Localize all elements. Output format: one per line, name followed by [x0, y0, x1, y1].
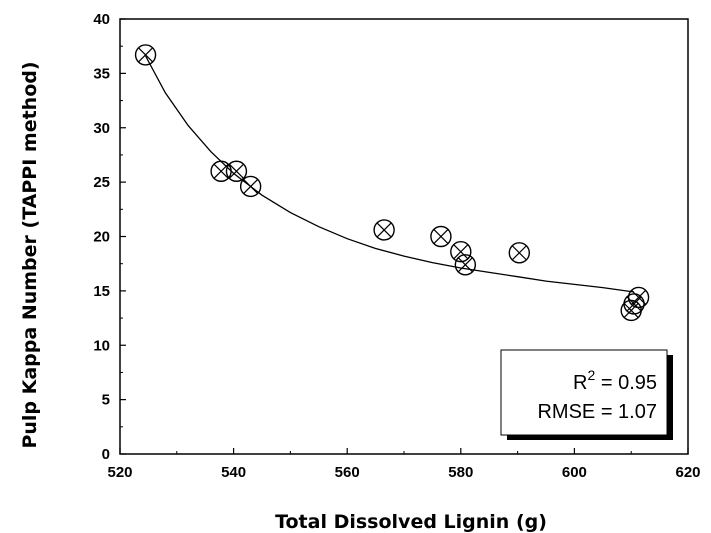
data-point-cross-b	[376, 222, 392, 238]
x-tick-label: 520	[107, 464, 132, 481]
legend-r2-superscript: 2	[587, 367, 595, 383]
fit-curve-group	[145, 55, 635, 293]
legend-r2-value: = 0.95	[595, 372, 657, 394]
data-point	[623, 293, 645, 315]
legend-rmse-text: RMSE = 1.07	[537, 401, 657, 423]
data-point-circle	[508, 242, 531, 264]
data-point	[373, 219, 395, 241]
data-point-cross-b	[138, 47, 154, 63]
data-point-circle	[373, 219, 395, 241]
data-point	[134, 44, 157, 66]
data-point	[430, 225, 452, 248]
data-point	[454, 254, 477, 276]
x-tick-label: 600	[562, 464, 587, 481]
data-point-circle	[210, 160, 232, 182]
y-tick-label: 0	[102, 446, 110, 463]
x-tick-label: 540	[221, 464, 246, 481]
data-point-circle	[225, 160, 248, 182]
data-point	[627, 286, 650, 309]
x-axis-title: Total Dissolved Lignin (g)	[275, 511, 547, 533]
data-point-cross-b	[228, 163, 244, 179]
y-axis-title: Pulp Kappa Number (TAPPI method)	[19, 61, 41, 448]
data-point-cross-b	[433, 229, 449, 244]
y-tick-label: 10	[93, 337, 110, 354]
legend-box: R2 = 0.95 RMSE = 1.07	[500, 349, 673, 440]
data-point-circle	[239, 175, 262, 198]
legend-frame	[500, 349, 668, 436]
data-point	[210, 160, 232, 182]
y-tick-label: 40	[93, 11, 110, 28]
x-tick-label: 620	[675, 464, 700, 481]
data-point-cross-b	[511, 245, 527, 261]
y-tick-label: 25	[93, 174, 110, 191]
data-point-cross-b	[626, 296, 642, 312]
data-points	[134, 44, 650, 322]
y-tick-label: 30	[93, 120, 110, 137]
y-tick-label: 20	[93, 229, 110, 246]
y-axis-ticks: 0 5 10 15 20 25 30 35 40	[93, 11, 126, 463]
data-point-cross-b	[243, 178, 259, 194]
data-point-circle	[430, 225, 452, 248]
data-point-cross-b	[631, 289, 647, 305]
data-point-cross-b	[453, 244, 469, 260]
x-axis-ticks: 520 540 560 580 600 620	[107, 448, 701, 481]
y-tick-label: 5	[102, 392, 110, 409]
y-tick-label: 35	[93, 65, 110, 82]
data-point	[508, 242, 531, 264]
data-point-circle	[627, 286, 650, 309]
y-tick-label: 15	[93, 283, 110, 300]
data-point-cross-b	[213, 163, 229, 179]
legend-r2-text: R2 = 0.95	[573, 367, 657, 394]
x-tick-label: 580	[448, 464, 473, 481]
data-point	[239, 175, 262, 198]
data-point	[450, 241, 472, 263]
data-point-circle	[623, 293, 645, 315]
legend-r2-label: R	[573, 372, 587, 394]
data-point-circle	[450, 241, 472, 263]
data-point-circle	[454, 254, 477, 276]
data-point	[225, 160, 248, 182]
x-tick-label: 560	[335, 464, 360, 481]
data-point-circle	[134, 44, 157, 66]
fit-curve	[145, 55, 635, 293]
data-point-cross-b	[457, 257, 473, 273]
